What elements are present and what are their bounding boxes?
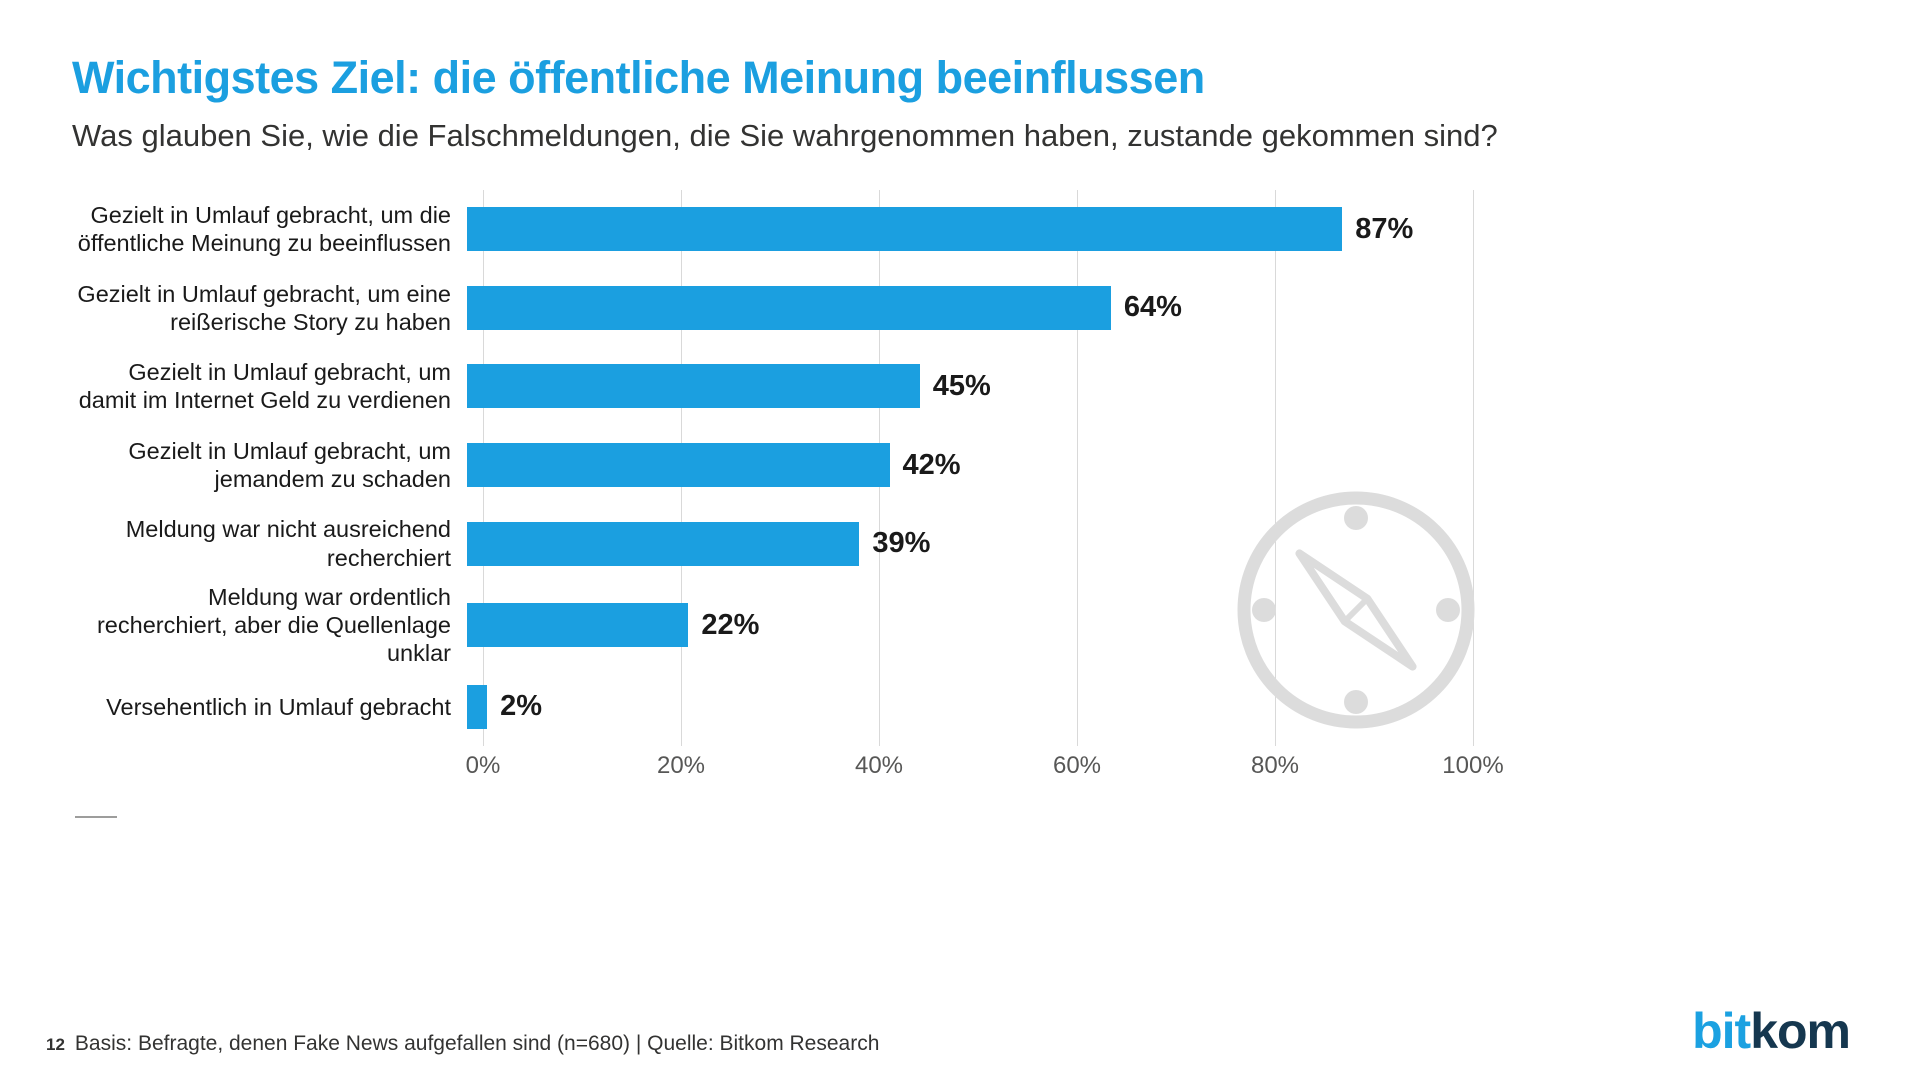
bar — [467, 521, 860, 566]
category-label: Versehentlich in Umlauf gebracht — [106, 693, 451, 720]
x-tick-label: 80% — [1250, 752, 1300, 779]
category-label: Meldung war ordentlich recherchiert, abe… — [96, 583, 451, 667]
bar-track: 42% — [467, 443, 1473, 488]
bar-value-label: 87% — [1355, 212, 1414, 245]
source-text: Basis: Befragte, denen Fake News aufgefa… — [74, 1032, 880, 1055]
bar-value-label: 45% — [932, 369, 991, 402]
bitkom-logo: bitkom — [1692, 1002, 1851, 1060]
logo-part-kom: kom — [1750, 1003, 1851, 1059]
x-tick-label: 0% — [465, 752, 501, 779]
footer: 12 Basis: Befragte, denen Fake News aufg… — [46, 1032, 879, 1056]
bar-track: 22% — [467, 603, 1473, 648]
chart-row: Versehentlich in Umlauf gebracht 2% — [72, 667, 1473, 746]
chart-row: Meldung war ordentlich recherchiert, abe… — [72, 583, 1473, 668]
chart-rows: Gezielt in Umlauf gebracht, um die öffen… — [72, 190, 1473, 746]
category-label: Gezielt in Umlauf gebracht, um jemandem … — [128, 437, 451, 493]
chart-row: Gezielt in Umlauf gebracht, um eine reiß… — [72, 269, 1473, 348]
category-label: Gezielt in Umlauf gebracht, um damit im … — [78, 359, 451, 414]
x-tick-label: 100% — [1442, 752, 1504, 779]
gridline — [1077, 190, 1078, 746]
bar-track: 2% — [467, 684, 1473, 729]
bar — [467, 443, 890, 488]
footer-divider — [75, 816, 117, 818]
chart-row: Meldung war nicht ausreichend recherchie… — [72, 504, 1473, 583]
chart-row: Gezielt in Umlauf gebracht, um die öffen… — [72, 190, 1473, 269]
category-label: Gezielt in Umlauf gebracht, um eine reiß… — [77, 280, 451, 335]
category-label: Meldung war nicht ausreichend recherchie… — [125, 516, 451, 571]
logo-part-bit: bit — [1692, 1003, 1751, 1059]
bar — [467, 207, 1343, 252]
bar-track: 39% — [467, 521, 1473, 566]
chart-row: Gezielt in Umlauf gebracht, um jemandem … — [72, 426, 1473, 505]
bar-value-label: 2% — [500, 690, 543, 723]
bar-value-label: 42% — [902, 448, 961, 481]
bar-chart: Gezielt in Umlauf gebracht, um die öffen… — [72, 190, 1475, 746]
bar-value-label: 39% — [872, 527, 931, 560]
category-label: Gezielt in Umlauf gebracht, um die öffen… — [77, 202, 451, 257]
gridline — [1275, 190, 1276, 746]
gridline — [1473, 190, 1474, 746]
bar-track: 87% — [467, 207, 1473, 252]
chart-row: Gezielt in Umlauf gebracht, um damit im … — [72, 347, 1473, 426]
bar-track: 64% — [467, 285, 1473, 330]
x-tick-label: 40% — [854, 752, 904, 779]
bar — [467, 684, 488, 729]
x-axis: 0% 20% 40% 60% 80% 100% — [466, 752, 1504, 782]
bar — [467, 603, 689, 648]
bar — [467, 285, 1111, 330]
page-number: 12 — [46, 1035, 65, 1054]
x-tick-label: 20% — [656, 752, 706, 779]
bar — [467, 364, 920, 409]
page-subtitle: Was glauben Sie, wie die Falschmeldungen… — [72, 118, 1498, 153]
bar-track: 45% — [467, 364, 1473, 409]
x-tick-label: 60% — [1052, 752, 1102, 779]
page-title: Wichtigstes Ziel: die öffentliche Meinun… — [72, 52, 1205, 103]
bar-value-label: 64% — [1123, 291, 1182, 324]
bar-value-label: 22% — [701, 608, 760, 641]
compass-watermark-icon — [1237, 491, 1475, 729]
